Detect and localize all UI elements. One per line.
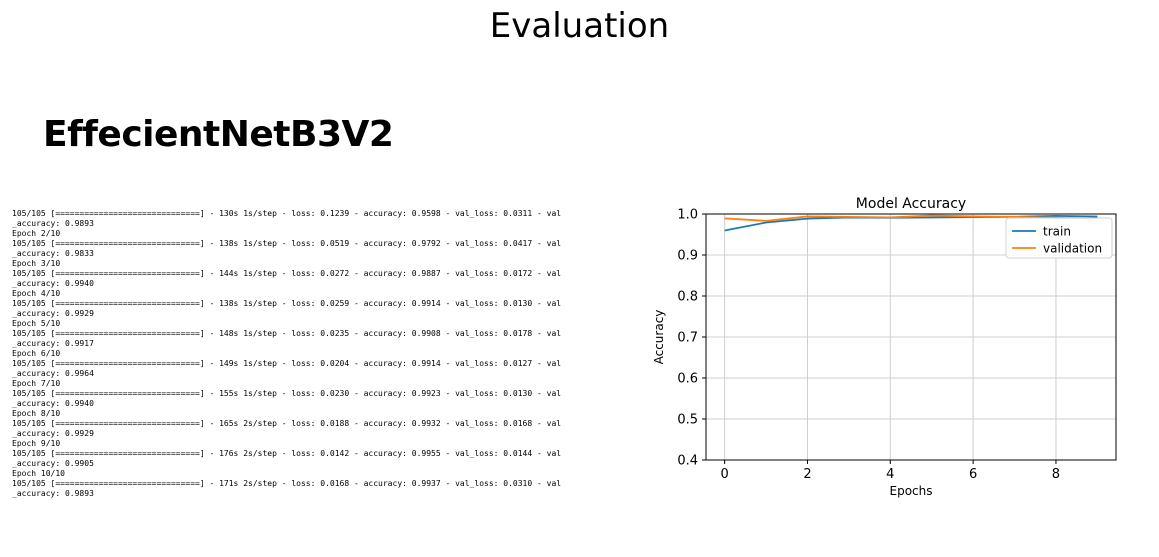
x-axis-label: Epochs [890,484,933,498]
log-line: _accuracy: 0.9893 [12,219,94,228]
log-line: 105/105 [==============================]… [12,299,562,308]
x-tick-label: 4 [886,467,894,482]
log-line: 105/105 [==============================]… [12,209,562,218]
series-line-train [724,214,1098,232]
y-tick-label: 0.5 [677,413,698,428]
x-tick-label: 2 [803,467,811,482]
y-axis-label: Accuracy [652,310,666,365]
log-line: 105/105 [==============================]… [12,389,562,398]
y-tick-label: 0.7 [677,331,698,346]
log-line: Epoch 7/10 [12,379,61,388]
log-line: Epoch 2/10 [12,229,61,238]
legend-label-train: train [1043,225,1071,239]
x-tick-label: 8 [1052,467,1060,482]
log-line: _accuracy: 0.9929 [12,309,94,318]
log-line: Epoch 6/10 [12,349,61,358]
y-tick-label: 0.4 [677,454,698,469]
accuracy-chart: 0.4 0.5 0.6 0.7 0.8 0.9 1.0 0 2 4 6 8 Model Accuracy… [652,196,1117,498]
y-tick-label: 0.8 [677,290,698,305]
log-line: 105/105 [==============================]… [12,329,562,338]
log-line: 105/105 [==============================]… [12,359,562,368]
log-line: _accuracy: 0.9929 [12,429,94,438]
log-line: Epoch 5/10 [12,319,61,328]
x-tick-label: 6 [969,467,977,482]
log-line: Epoch 4/10 [12,289,61,298]
log-line: Epoch 3/10 [12,259,61,268]
log-line: 105/105 [==============================]… [12,479,562,488]
log-line: _accuracy: 0.9964 [12,369,94,378]
log-line: 105/105 [==============================]… [12,449,562,458]
y-tick-label: 0.6 [677,372,698,387]
x-tick-label: 0 [720,467,728,482]
model-heading: EffecientNetB3V2 [43,114,394,155]
log-line: Epoch 9/10 [12,439,61,448]
log-line: _accuracy: 0.9905 [12,459,94,468]
training-log: 105/105 [==============================]… [12,209,612,499]
log-line: _accuracy: 0.9893 [12,489,94,498]
log-line: 105/105 [==============================]… [12,239,562,248]
series-line-validation [724,214,1098,222]
y-tick-label: 1.0 [677,208,698,223]
legend-label-validation: validation [1043,242,1102,256]
log-line: _accuracy: 0.9917 [12,339,94,348]
slide-title: Evaluation [489,6,670,46]
log-line: _accuracy: 0.9833 [12,249,94,258]
chart-title: Model Accuracy [856,196,966,212]
log-line: Epoch 10/10 [12,469,65,478]
y-tick-label: 0.9 [677,249,698,264]
log-line: Epoch 8/10 [12,409,61,418]
log-line: _accuracy: 0.9940 [12,279,94,288]
log-line: 105/105 [==============================]… [12,269,562,278]
log-line: _accuracy: 0.9940 [12,399,94,408]
log-line: 105/105 [==============================]… [12,419,562,428]
